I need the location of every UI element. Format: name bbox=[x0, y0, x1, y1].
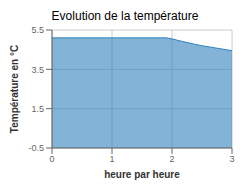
svg-text:5.5: 5.5 bbox=[31, 25, 44, 35]
svg-text:3.5: 3.5 bbox=[31, 65, 44, 75]
svg-text:Température en °C: Température en °C bbox=[9, 45, 20, 133]
svg-text:1: 1 bbox=[109, 154, 114, 164]
svg-text:0: 0 bbox=[49, 154, 54, 164]
svg-text:-0.5: -0.5 bbox=[28, 143, 44, 153]
svg-text:heure par heure: heure par heure bbox=[104, 169, 180, 180]
svg-text:3: 3 bbox=[229, 154, 234, 164]
svg-text:2: 2 bbox=[169, 154, 174, 164]
svg-text:1.5: 1.5 bbox=[31, 104, 44, 114]
html-text:Evolution de la température: Evolution de la température bbox=[51, 9, 199, 23]
